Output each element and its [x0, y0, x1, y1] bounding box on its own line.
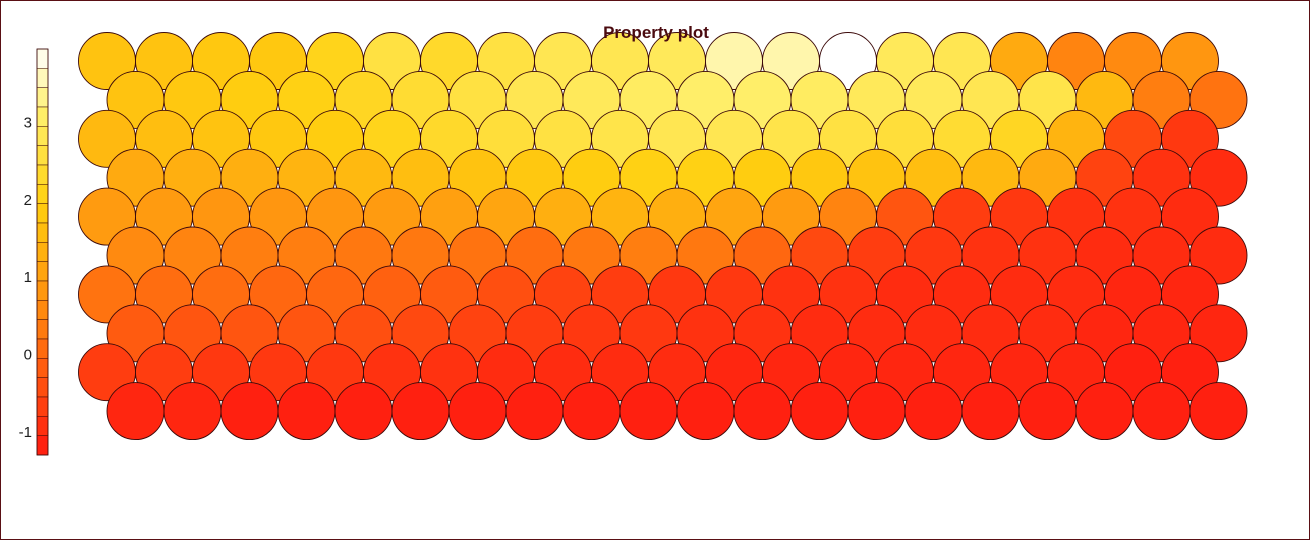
colorbar-level-9 — [36, 222, 49, 243]
som-node-r0-c1 — [163, 382, 222, 441]
colorbar-level-2 — [36, 87, 49, 108]
colorbar-level-17 — [36, 377, 49, 398]
som-node-r0-c5 — [391, 382, 450, 441]
colorbar-level-10 — [36, 242, 49, 262]
colorbar-level-3 — [36, 106, 49, 127]
som-node-r0-c14 — [904, 382, 963, 441]
som-node-r0-c0 — [106, 382, 165, 441]
som-node-r0-c15 — [961, 382, 1020, 441]
chart-title: Property plot — [603, 23, 709, 42]
colorbar-tick-label: 1 — [24, 269, 32, 286]
som-node-layer — [78, 32, 1248, 441]
colorbar-level-20 — [36, 435, 49, 456]
colorbar-tick-label: 3 — [24, 114, 32, 131]
som-node-r0-c12 — [790, 382, 849, 441]
som-node-r0-c9 — [619, 382, 678, 441]
colorbar-levels — [36, 48, 49, 456]
som-node-r0-c6 — [448, 382, 507, 441]
colorbar-level-19 — [36, 416, 49, 436]
som-node-r0-c11 — [733, 382, 792, 441]
colorbar-tick-labels: -1 0 1 2 3 — [19, 114, 32, 440]
colorbar-tick-label: -1 — [19, 424, 32, 441]
som-node-r0-c2 — [220, 382, 279, 441]
colorbar-level-11 — [36, 261, 49, 282]
colorbar-tick-label: 0 — [24, 346, 32, 363]
som-node-r0-c18 — [1132, 382, 1191, 441]
som-node-r0-c4 — [334, 382, 393, 441]
colorbar-level-5 — [36, 145, 49, 166]
colorbar-outline — [36, 48, 49, 456]
som-node-r0-c10 — [676, 382, 735, 441]
colorbar-level-14 — [36, 319, 49, 340]
colorbar-level-7 — [36, 184, 49, 204]
colorbar-level-13 — [36, 300, 49, 320]
som-node-r0-c8 — [562, 382, 621, 441]
colorbar-level-6 — [36, 164, 49, 185]
colorbar-tick-label: 2 — [24, 192, 32, 209]
colorbar: -1 0 1 2 3 — [19, 48, 49, 456]
colorbar-level-8 — [36, 203, 49, 224]
colorbar-level-1 — [36, 68, 49, 88]
colorbar-level-4 — [36, 126, 49, 146]
colorbar-level-12 — [36, 280, 49, 301]
colorbar-level-16 — [36, 358, 49, 378]
som-node-r0-c3 — [277, 382, 336, 441]
colorbar-level-0 — [36, 48, 49, 69]
som-node-r0-c13 — [847, 382, 906, 441]
som-node-r0-c19 — [1189, 382, 1248, 441]
colorbar-level-15 — [36, 338, 49, 359]
colorbar-level-18 — [36, 396, 49, 417]
som-node-r0-c17 — [1075, 382, 1134, 441]
som-node-r0-c7 — [505, 382, 564, 441]
som-node-r0-c16 — [1018, 382, 1077, 441]
